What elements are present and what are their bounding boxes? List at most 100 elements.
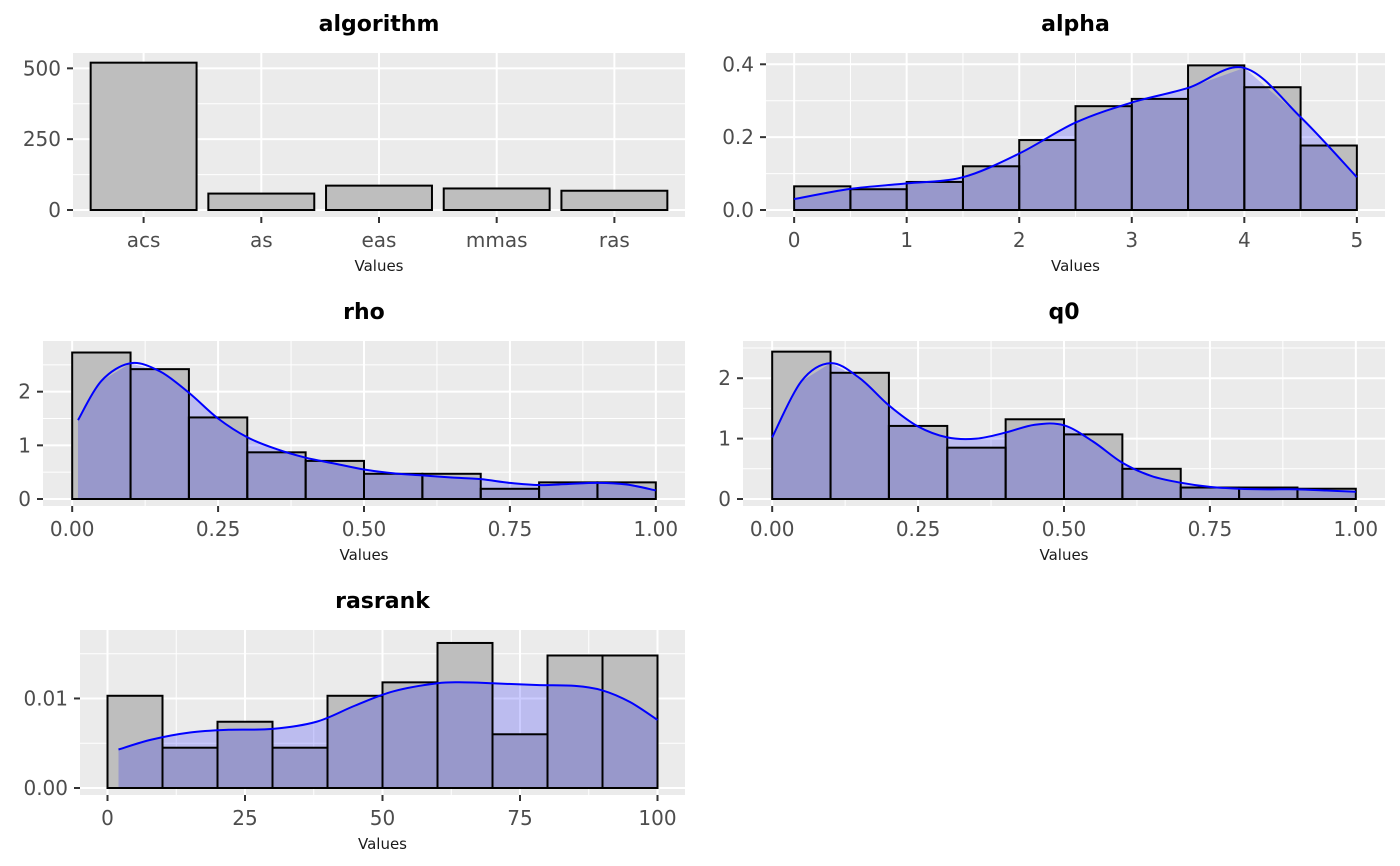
x-tick-label: 0.50 — [342, 517, 387, 541]
panel-algorithm: 0 250 500 acs as eas mmas ras algorithm Values — [23, 12, 685, 275]
x-tick-label: 1 — [900, 228, 913, 252]
x-tick-label: 0.75 — [1188, 517, 1233, 541]
density-area — [118, 682, 658, 788]
x-tick-label: 3 — [1125, 228, 1138, 252]
panel-title: algorithm — [319, 12, 440, 37]
histogram-bar — [72, 352, 131, 499]
density-line — [118, 681, 659, 751]
panel-rho: 0 1 2 0.00 0.25 0.50 0.75 1.00 rho Values — [18, 300, 685, 564]
density-line — [77, 361, 657, 492]
x-tick-label: eas — [362, 228, 397, 252]
y-tick-label: 250 — [23, 127, 61, 151]
panel-q0: 0 1 2 0.00 0.25 0.50 0.75 1.00 q0 Values — [718, 300, 1385, 564]
x-tick-label: 50 — [370, 806, 395, 830]
x-tick-label: 0.25 — [896, 517, 941, 541]
x-axis-label: Values — [354, 257, 403, 275]
histogram-bar — [1122, 468, 1181, 499]
histogram-bar — [1239, 487, 1298, 499]
histogram-bar-outline — [1121, 467, 1182, 501]
x-tick-label: 100 — [638, 806, 676, 830]
histogram-bar — [1019, 140, 1076, 210]
histogram-bar — [772, 351, 831, 499]
y-tick-label: 1 — [718, 427, 731, 451]
x-tick-label: 5 — [1350, 228, 1363, 252]
x-tick-label: 25 — [232, 806, 257, 830]
bar-eas — [325, 184, 433, 211]
histogram-bar — [539, 482, 598, 499]
y-tick-label: 0.00 — [23, 776, 68, 800]
histogram-bar — [382, 682, 438, 788]
bar-ras — [560, 189, 669, 212]
y-tick-label: 1 — [18, 433, 31, 457]
histogram-bar — [947, 447, 1006, 499]
y-tick-label: 0.2 — [722, 125, 754, 149]
y-tick-label: 500 — [23, 56, 61, 80]
y-tick-label: 2 — [18, 380, 31, 404]
y-tick-label: 0 — [718, 487, 731, 511]
x-tick-label: 0.00 — [750, 517, 795, 541]
histogram-bar-outline — [1296, 487, 1357, 501]
x-tick-label: 2 — [1013, 228, 1026, 252]
x-axis-label: Values — [1051, 257, 1100, 275]
y-tick-label: 0 — [48, 198, 61, 222]
y-tick-label: 0.4 — [722, 52, 754, 76]
panel-title: q0 — [1048, 300, 1079, 325]
x-tick-label: 0.25 — [196, 517, 241, 541]
panel-rasrank: 0.00 0.01 0 25 50 75 100 rasrank Values — [23, 589, 685, 853]
histogram-bar — [272, 747, 328, 788]
bar-mmas — [442, 187, 551, 211]
histogram-bar — [364, 473, 423, 499]
x-tick-label: 75 — [507, 806, 532, 830]
histogram-bar — [1075, 106, 1132, 210]
histogram-bar-outline — [1063, 433, 1124, 501]
panel-title: alpha — [1041, 12, 1110, 37]
density-line — [771, 362, 1356, 493]
panel-title: rasrank — [335, 589, 431, 614]
histogram-bar — [830, 372, 889, 499]
x-tick-label: as — [250, 228, 273, 252]
panel-title: rho — [343, 300, 385, 325]
bar-as — [207, 192, 316, 211]
y-tick-label: 0 — [18, 487, 31, 511]
histogram-bar — [217, 721, 273, 788]
bar-acs — [89, 61, 198, 211]
panel-alpha: 0.0 0.2 0.4 0 1 2 3 4 5 alpha Values — [722, 12, 1385, 275]
histogram-bar — [850, 189, 907, 210]
histogram-bar-outline — [421, 472, 482, 500]
histogram-bar — [1064, 434, 1123, 499]
histogram-bar-outline — [106, 694, 164, 789]
x-axis-label: Values — [339, 546, 388, 564]
x-tick-label: 0.75 — [488, 517, 533, 541]
density-line — [793, 66, 1358, 201]
histogram-bar — [162, 747, 218, 788]
histogram-bar-outline — [601, 654, 659, 789]
x-tick-label: ras — [599, 228, 630, 252]
histogram-bar — [1005, 419, 1064, 499]
y-tick-label: 2 — [718, 366, 731, 390]
histogram-bar — [602, 655, 658, 788]
histogram-bar — [492, 734, 548, 788]
x-tick-label: 0.50 — [1042, 517, 1087, 541]
x-tick-label: 0 — [101, 806, 114, 830]
histogram-bar — [327, 695, 383, 788]
x-tick-label: 1.00 — [1334, 517, 1379, 541]
histogram-bar — [794, 186, 851, 210]
x-tick-label: 1.00 — [634, 517, 679, 541]
histogram-bar-outline — [436, 641, 494, 789]
histogram-bar — [247, 452, 306, 499]
histogram-bar — [1297, 488, 1356, 499]
histogram-bar — [1188, 65, 1245, 210]
histogram-bar — [547, 655, 603, 788]
y-tick-label: 0.0 — [722, 198, 754, 222]
x-axis-label: Values — [1039, 546, 1088, 564]
histogram-bar — [130, 369, 189, 499]
x-tick-label: mmas — [466, 228, 528, 252]
histogram-bar — [107, 695, 163, 788]
x-tick-label: 0 — [788, 228, 801, 252]
y-tick-label: 0.01 — [23, 686, 68, 710]
histogram-bar — [1131, 98, 1189, 210]
histogram-bar — [888, 425, 948, 499]
histogram-bar-outline — [596, 481, 657, 500]
